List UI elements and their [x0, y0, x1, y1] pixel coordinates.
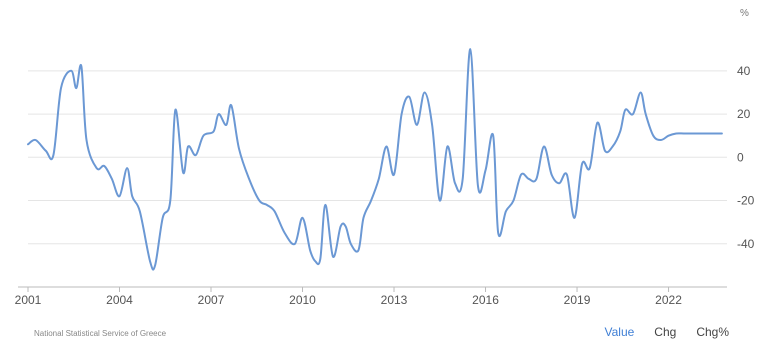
- source-label[interactable]: National Statistical Service of Greece: [34, 329, 167, 338]
- grid-lines: [28, 70, 727, 245]
- x-tick-label: 2013: [381, 293, 408, 307]
- tab-chg-percent[interactable]: Chg%: [696, 325, 729, 339]
- y-tick-label: 0: [737, 150, 744, 164]
- x-tick-label: 2019: [564, 293, 591, 307]
- x-tick-label: 2022: [655, 293, 682, 307]
- y-tick-label: 20: [737, 107, 751, 121]
- x-axis-ticks: 2001 2004 2007 2010 2013 2016 2019 2022: [15, 287, 682, 307]
- y-tick-label: 40: [737, 64, 751, 78]
- y-axis-unit: %: [740, 8, 749, 19]
- y-tick-label: -40: [737, 237, 755, 251]
- x-tick-label: 2016: [472, 293, 499, 307]
- x-tick-label: 2010: [289, 293, 316, 307]
- tab-value[interactable]: Value: [604, 325, 635, 339]
- tab-chg[interactable]: Chg: [654, 325, 677, 339]
- chart-mode-tabs: Value Chg Chg%: [604, 325, 729, 339]
- y-axis-ticks: 40 20 0 -20 -40: [737, 64, 755, 251]
- x-tick-label: 2007: [198, 293, 225, 307]
- series-line: [27, 48, 723, 271]
- x-tick-label: 2004: [106, 293, 133, 307]
- x-tick-label: 2001: [15, 293, 42, 307]
- y-tick-label: -20: [737, 194, 755, 208]
